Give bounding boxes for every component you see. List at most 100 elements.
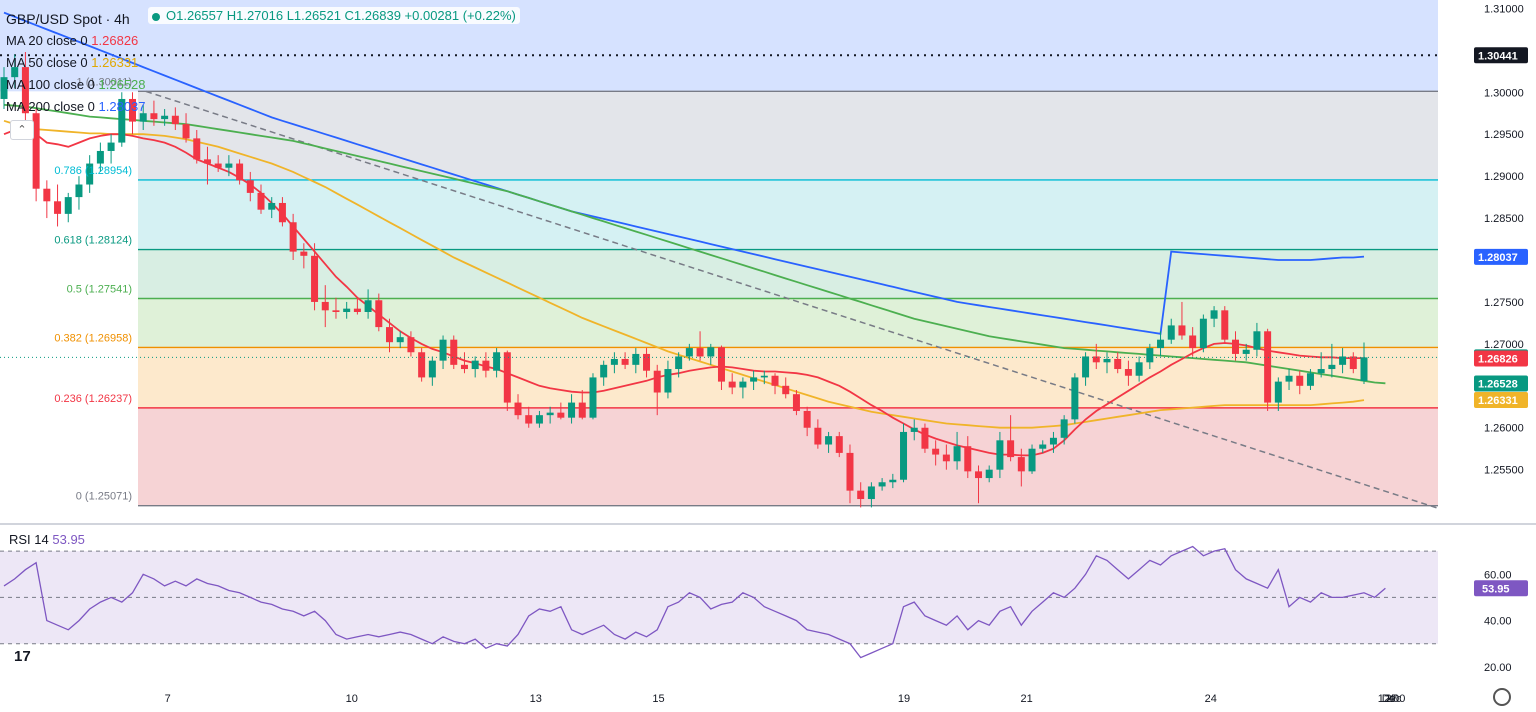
candle-body (814, 427, 822, 445)
legend-ma200-value: 1.28037 (98, 99, 146, 114)
candle-body (1210, 310, 1218, 319)
settings-gear-icon[interactable] (1493, 688, 1511, 706)
candle-body (707, 347, 715, 357)
candle-body (289, 222, 297, 252)
candle-body (857, 490, 865, 500)
candle-body (1092, 356, 1100, 363)
candle-body (203, 159, 211, 164)
candle-body (750, 377, 758, 382)
candle-body (43, 188, 51, 202)
candle-body (1135, 362, 1143, 376)
candle-body (1028, 448, 1036, 472)
candle-body (364, 300, 372, 312)
price-axis[interactable]: 1.31000 1.30000 1.29500 1.29000 1.28500 1.275… (0, 3, 1528, 477)
price-tick: 1.28500 (1484, 213, 1524, 225)
rsi-tick: 40.00 (1484, 616, 1512, 628)
candle-body (428, 360, 436, 378)
legend-ma20-value: 1.26826 (91, 33, 139, 48)
candle-body (546, 412, 554, 416)
fib-label: 0.5 (1.27541) (67, 283, 132, 295)
candle-body (1274, 381, 1282, 403)
candle-body (717, 347, 725, 382)
rsi-tick: 20.00 (1484, 662, 1512, 674)
legend-ma100[interactable]: MA 100 close 0 1.26528 (6, 74, 146, 96)
candle-body (21, 67, 29, 114)
candle-body (107, 142, 115, 151)
legend-ma50-label: MA 50 close 0 (6, 55, 88, 70)
price-tick: 1.26000 (1484, 423, 1524, 435)
fib-label: 0.618 (1.28124) (54, 235, 132, 247)
time-tick: 4 (1389, 693, 1395, 705)
candle-body (1049, 437, 1057, 445)
candle-body (846, 452, 854, 491)
legend-ma200[interactable]: MA 200 close 0 1.28037 (6, 96, 146, 118)
price-tick: 1.27000 (1484, 339, 1524, 351)
ma50-line (3, 119, 1365, 429)
candle-body (568, 402, 576, 418)
price-tag-text: 1.26331 (1478, 395, 1518, 407)
candle-body (246, 180, 254, 193)
rsi-label: RSI 14 (9, 532, 49, 547)
price-tick: 1.30000 (1484, 87, 1524, 99)
candle-body (589, 377, 597, 418)
candle-body (343, 308, 351, 312)
candle-body (835, 436, 843, 453)
price-tag (1474, 391, 1528, 408)
candle-body (760, 375, 768, 378)
candle-body (771, 375, 779, 386)
candle-body (1231, 339, 1239, 354)
candle-body (171, 115, 179, 125)
collapse-legend-button[interactable]: ⌃ (10, 120, 34, 140)
candle-body (460, 364, 468, 370)
legend-ma200-label: MA 200 close 0 (6, 99, 95, 114)
fib-label: 0.382 (1.26958) (54, 332, 132, 344)
trend-line (145, 90, 1439, 509)
candle-body (792, 394, 800, 411)
fib-zone (138, 249, 1438, 299)
candle-body (610, 358, 618, 365)
rsi-panel[interactable]: 60.00 40.00 20.00 53.95 (0, 545, 1528, 674)
candle-body (225, 163, 233, 168)
candles[interactable] (0, 52, 1368, 508)
rsi-legend[interactable]: RSI 14 53.95 (6, 532, 88, 547)
price-tick: 1.29500 (1484, 129, 1524, 141)
candle-body (1349, 356, 1357, 370)
candle-body (932, 448, 940, 455)
candle-body (353, 308, 361, 312)
time-tick: 15 (652, 693, 664, 705)
candle-body (482, 360, 490, 371)
price-tag (1474, 350, 1528, 367)
candle-body (407, 337, 415, 353)
candle-body (910, 427, 918, 432)
fib-label: 1 (1.30011) (77, 76, 132, 88)
candle-body (64, 197, 72, 214)
symbol-title[interactable]: GBP/USD Spot · 4h (6, 11, 130, 27)
time-tick: 24 (1205, 693, 1217, 705)
fib-zone (138, 298, 1438, 348)
candle-body (300, 251, 308, 256)
ohlc-values: O1.26557 H1.27016 L1.26521 C1.26839 +0.0… (166, 8, 516, 23)
candle-body (1189, 335, 1197, 349)
price-tick: 1.25500 (1484, 465, 1524, 477)
legend-ma20[interactable]: MA 20 close 0 1.26826 (6, 30, 146, 52)
moving-averages (3, 11, 1439, 509)
candle-body (418, 352, 426, 378)
candle-body (1199, 318, 1207, 349)
candle-body (1178, 325, 1186, 336)
rsi-tick: 60.00 (1484, 569, 1512, 581)
time-tick: 10 (346, 693, 358, 705)
fib-zone (138, 347, 1438, 408)
candle-body (1103, 358, 1111, 363)
candle-body (643, 353, 651, 371)
legend-ma100-value: 1.26528 (98, 77, 146, 92)
candle-body (1296, 375, 1304, 386)
tradingview-logo-icon[interactable]: 17 (14, 648, 31, 665)
candle-body (1060, 419, 1068, 438)
legend-ma50[interactable]: MA 50 close 0 1.26331 (6, 52, 146, 74)
price-tag-text: 1.28037 (1478, 252, 1518, 264)
candle-body (535, 415, 543, 424)
fib-zone (138, 91, 1438, 180)
candle-body (150, 113, 158, 120)
